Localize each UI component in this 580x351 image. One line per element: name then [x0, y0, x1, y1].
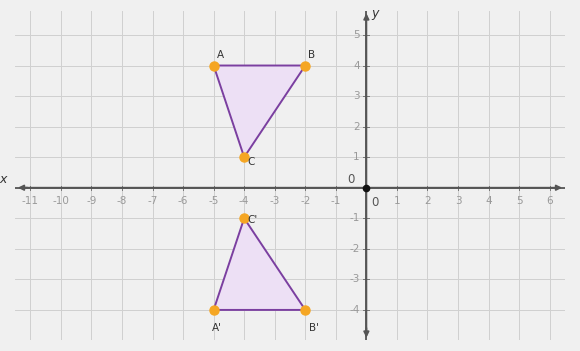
Text: -11: -11 [22, 196, 39, 206]
Text: 0: 0 [371, 196, 379, 209]
Text: 4: 4 [485, 196, 492, 206]
Text: -3: -3 [349, 274, 360, 284]
Text: A': A' [212, 323, 222, 333]
Text: -6: -6 [178, 196, 188, 206]
Text: -2: -2 [300, 196, 310, 206]
Text: -2: -2 [349, 244, 360, 254]
Polygon shape [213, 218, 305, 310]
Text: 1: 1 [353, 152, 360, 162]
Text: -4: -4 [349, 305, 360, 315]
Text: 2: 2 [424, 196, 431, 206]
Text: B: B [309, 50, 316, 60]
Text: 4: 4 [353, 60, 360, 71]
Text: -4: -4 [239, 196, 249, 206]
Text: C: C [248, 157, 255, 167]
Text: 2: 2 [353, 121, 360, 132]
Text: -10: -10 [52, 196, 70, 206]
Text: A: A [217, 50, 224, 60]
Text: -7: -7 [147, 196, 158, 206]
Text: -8: -8 [117, 196, 127, 206]
Text: 3: 3 [353, 91, 360, 101]
Text: 3: 3 [455, 196, 461, 206]
Text: -3: -3 [270, 196, 280, 206]
Text: C': C' [248, 214, 258, 225]
Polygon shape [213, 66, 305, 157]
Text: -9: -9 [86, 196, 97, 206]
Text: -5: -5 [208, 196, 219, 206]
Text: 5: 5 [353, 30, 360, 40]
Text: 5: 5 [516, 196, 523, 206]
Text: -1: -1 [349, 213, 360, 223]
Text: B': B' [309, 323, 319, 333]
Text: x: x [0, 173, 6, 186]
Text: y: y [371, 7, 379, 20]
Text: 6: 6 [546, 196, 553, 206]
Text: 0: 0 [347, 173, 355, 186]
Text: -1: -1 [331, 196, 341, 206]
Text: 1: 1 [394, 196, 400, 206]
